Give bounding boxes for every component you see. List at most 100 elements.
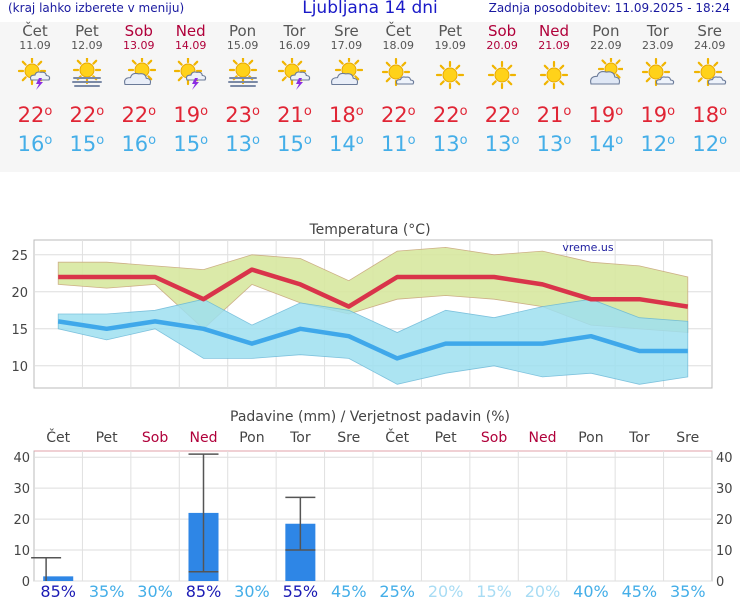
max-temp-line [58, 267, 689, 309]
max-temp-range-band [57, 246, 689, 333]
min-temp-line [57, 319, 688, 361]
forecast-day: Sre 24.09 18o 12o [684, 22, 736, 156]
sun-cloud-storm-icon [173, 56, 208, 92]
sun-small-cloud-icon [381, 57, 415, 92]
precipitation-plot-area [33, 450, 713, 582]
sun-icon [537, 58, 571, 92]
precipitation-probability-label: 20% [428, 582, 464, 600]
precipitation-y-tick-right: 40 [716, 451, 733, 466]
forecast-day: Pon 22.09 19o 14o [580, 22, 632, 156]
precipitation-y-tick-right: 30 [716, 482, 733, 497]
precipitation-x-tick: Ned [190, 430, 218, 446]
cloud-sun-icon [589, 55, 624, 92]
max-temp: 21o [277, 103, 312, 127]
day-name: Sre [334, 22, 359, 40]
precipitation-bar [188, 512, 219, 581]
min-temp: 15o [173, 132, 209, 156]
min-temp: 14o [588, 132, 624, 156]
sun-cloud-storm-icon [17, 56, 52, 92]
precipitation-probability-label: 35% [89, 582, 125, 600]
max-temp: 22o [121, 103, 157, 127]
min-temp: 15o [69, 132, 105, 156]
min-temp: 13o [432, 132, 468, 156]
sun-fog-icon [226, 55, 260, 92]
sun-icon [485, 58, 519, 92]
daily-forecast-strip: Čet 11.09 22o 16o Pet 12.09 22o 15o Sob 13.09 22… [0, 22, 740, 172]
day-date: 21.09 [538, 39, 570, 52]
precipitation-y-tick-right: 20 [716, 513, 733, 528]
day-date: 14.09 [174, 39, 207, 52]
day-name: Sob [487, 22, 517, 40]
day-name: Ned [175, 22, 206, 40]
max-temp: 22o [380, 103, 416, 127]
day-date: 22.09 [590, 39, 622, 52]
temperature-y-tick: 10 [11, 360, 28, 375]
day-name: Čet [385, 22, 412, 40]
sun-cloud-icon [122, 55, 156, 92]
forecast-day: Pet 12.09 22o 15o [61, 22, 113, 156]
precipitation-y-tick-left: 30 [13, 482, 30, 497]
precipitation-probability-label: 30% [137, 582, 173, 600]
forecast-day: Sob 20.09 22o 13o [476, 22, 528, 156]
precipitation-bar [43, 576, 74, 581]
precipitation-x-tick: Sob [481, 430, 507, 446]
day-name: Tor [283, 22, 306, 40]
page-title: Ljubljana 14 dni [302, 0, 438, 18]
min-temp: 16o [17, 132, 53, 156]
day-name: Pon [592, 22, 620, 40]
min-temp: 13o [225, 132, 260, 156]
sun-cloud-icon [329, 55, 364, 92]
precipitation-x-tick: Pon [578, 430, 603, 446]
sun-cloud-storm-icon [277, 56, 312, 92]
precipitation-probability-label: 85% [186, 582, 222, 600]
max-temp: 22o [17, 103, 53, 127]
precipitation-probability-label: 85% [40, 582, 76, 600]
max-temp: 22o [69, 103, 105, 127]
precipitation-y-tick-right: 10 [716, 544, 733, 559]
day-date: 17.09 [330, 39, 363, 52]
day-name: Sre [697, 22, 722, 40]
sun-small-cloud-icon [693, 57, 727, 92]
day-date: 23.09 [642, 39, 674, 52]
precipitation-x-tick: Pet [435, 430, 458, 446]
precipitation-probability-label: 30% [234, 582, 270, 600]
temperature-y-tick: 15 [11, 323, 28, 338]
precipitation-probability-label: 35% [670, 582, 706, 600]
day-name: Pet [75, 22, 99, 40]
precipitation-y-tick-left: 0 [22, 575, 30, 590]
precipitation-probability-label: 55% [283, 582, 319, 600]
temperature-y-tick: 20 [11, 286, 28, 301]
precipitation-probability-label: 25% [379, 582, 415, 600]
location-menu-hint[interactable]: (kraj lahko izberete v meniju) [8, 1, 185, 15]
temperature-y-tick: 25 [11, 249, 28, 264]
forecast-day: Čet 18.09 22o 11o [372, 22, 424, 156]
precipitation-probability-label: 45% [331, 582, 367, 600]
forecast-day: Čet 11.09 22o 16o [9, 22, 61, 156]
day-date: 16.09 [278, 39, 311, 52]
precipitation-y-tick-right: 0 [716, 575, 724, 590]
precipitation-x-tick: Tor [289, 430, 311, 446]
day-name: Ned [539, 22, 569, 40]
day-name: Tor [646, 22, 669, 40]
last-update-text: Zadnja posodobitev: 11.09.2025 - 18:24 [488, 1, 730, 15]
min-temp-range-band [57, 298, 689, 385]
top-bar: (kraj lahko izberete v meniju) Ljubljana… [0, 0, 740, 20]
precipitation-x-tick: Pon [239, 430, 264, 446]
precipitation-y-tick-left: 40 [13, 451, 30, 466]
precipitation-bar [285, 523, 316, 581]
precipitation-x-tick: Čet [46, 428, 70, 446]
day-name: Pon [228, 22, 257, 40]
precipitation-probability-label: 40% [573, 582, 609, 600]
max-temp: 21o [536, 103, 572, 127]
precipitation-probability-label: 45% [622, 582, 658, 600]
day-date: 12.09 [71, 39, 103, 52]
forecast-day: Sre 17.09 18o 14o [320, 22, 372, 156]
day-date: 20.09 [486, 39, 518, 52]
temperature-chart-title: Temperatura (°C) [308, 222, 430, 238]
precipitation-x-tick: Pet [96, 430, 119, 446]
precipitation-probability-label: 20% [525, 582, 561, 600]
day-date: 11.09 [19, 39, 51, 52]
day-date: 13.09 [123, 39, 155, 52]
sun-small-cloud-icon [641, 57, 675, 92]
precipitation-x-tick: Ned [529, 430, 557, 446]
